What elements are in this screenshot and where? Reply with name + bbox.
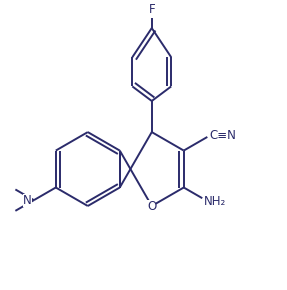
Text: NH₂: NH₂ (204, 195, 226, 208)
Text: F: F (148, 3, 155, 17)
Text: O: O (147, 200, 156, 213)
Text: C≡N: C≡N (209, 129, 236, 142)
Text: N: N (23, 194, 32, 207)
